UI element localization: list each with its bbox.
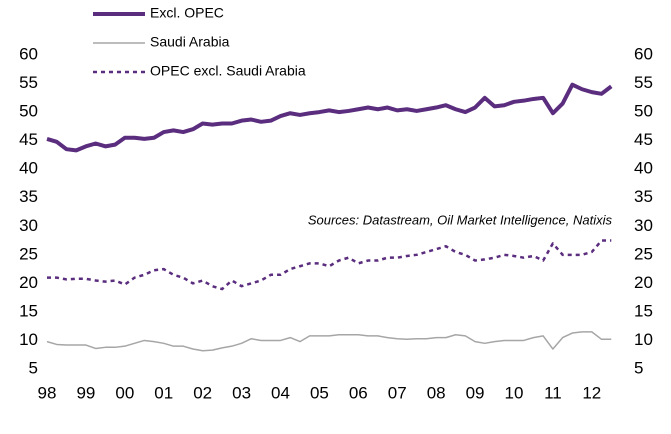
x-tick-label: 01 [154, 383, 173, 402]
y-tick-label: 5 [29, 358, 38, 377]
x-tick-label: 04 [271, 383, 290, 402]
x-tick-label: 98 [38, 383, 57, 402]
legend-label: Saudi Arabia [150, 34, 230, 50]
y2-tick-label: 10 [634, 330, 653, 349]
y-tick-label: 60 [19, 44, 38, 63]
y-tick-label: 20 [19, 273, 38, 292]
y2-tick-label: 20 [634, 273, 653, 292]
y-tick-label: 40 [19, 159, 38, 178]
x-tick-label: 11 [544, 383, 562, 402]
x-tick-label: 00 [115, 383, 134, 402]
y2-tick-label: 55 [634, 73, 653, 92]
x-tick-label: 12 [582, 383, 601, 402]
series-line [46, 331, 612, 352]
y2-tick-label: 15 [634, 301, 653, 320]
y-tick-label: 15 [19, 301, 38, 320]
y2-tick-label: 40 [634, 159, 653, 178]
annotation: Sources: Datastream, Oil Market Intellig… [308, 212, 613, 227]
y-tick-label: 35 [19, 187, 38, 206]
y2-tick-label: 25 [634, 244, 653, 263]
series-line [46, 82, 613, 153]
y-tick-label: 50 [19, 102, 38, 121]
x-tick-label: 07 [388, 383, 407, 402]
y-tick-label: 30 [19, 216, 38, 235]
x-tick-label: 05 [310, 383, 329, 402]
y-tick-label: 45 [19, 130, 38, 149]
y-tick-label: 55 [19, 73, 38, 92]
y2-tick-label: 5 [634, 358, 643, 377]
y2-tick-label: 60 [634, 44, 653, 63]
legend-label: OPEC excl. Saudi Arabia [150, 63, 306, 79]
x-tick-label: 08 [427, 383, 446, 402]
x-tick-label: 02 [193, 383, 212, 402]
legend-label: Excl. OPEC [150, 5, 224, 21]
y-tick-label: 10 [19, 330, 38, 349]
y2-tick-label: 35 [634, 187, 653, 206]
y2-tick-label: 45 [634, 130, 653, 149]
x-tick-label: 10 [505, 383, 524, 402]
x-tick-label: 03 [232, 383, 251, 402]
x-tick-label: 06 [349, 383, 368, 402]
y-tick-label: 25 [19, 244, 38, 263]
x-tick-label: 09 [466, 383, 485, 402]
y2-tick-label: 50 [634, 102, 653, 121]
series-line [47, 239, 612, 291]
y2-tick-label: 30 [634, 216, 653, 235]
x-tick-label: 99 [76, 383, 95, 402]
